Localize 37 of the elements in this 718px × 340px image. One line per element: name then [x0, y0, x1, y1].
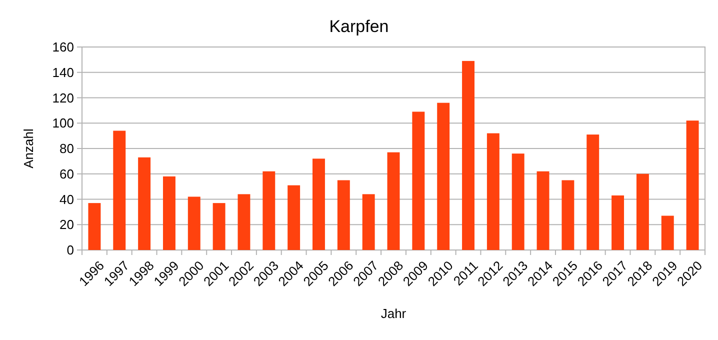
x-axis-title: Jahr — [380, 306, 407, 321]
bar — [412, 112, 425, 250]
bar — [212, 203, 226, 250]
bar — [612, 195, 624, 250]
bar — [288, 185, 300, 250]
bar — [486, 133, 500, 250]
bar — [536, 171, 550, 250]
chart-title: Karpfen — [329, 17, 389, 36]
y-tick-label: 120 — [52, 90, 74, 106]
bar — [138, 157, 151, 250]
y-tick-label: 0 — [66, 242, 74, 258]
bar — [362, 194, 375, 250]
bar — [88, 203, 101, 250]
bar — [238, 194, 250, 250]
y-tick-label: 40 — [60, 192, 74, 207]
y-tick-label: 100 — [52, 116, 74, 131]
bar — [562, 180, 574, 250]
bar — [437, 102, 450, 250]
bar — [462, 60, 474, 250]
bar — [337, 180, 350, 250]
y-tick-label: 160 — [52, 40, 74, 55]
bar — [188, 196, 200, 250]
bar — [113, 130, 126, 250]
bar — [312, 158, 325, 250]
y-tick-label: 60 — [60, 166, 74, 182]
y-tick-label: 140 — [52, 64, 74, 80]
bar — [686, 120, 699, 250]
bar — [636, 174, 649, 250]
bar — [661, 216, 674, 250]
bar — [586, 134, 600, 250]
y-tick-label: 20 — [60, 217, 74, 232]
bar — [512, 154, 524, 250]
y-tick-label: 80 — [60, 141, 74, 156]
bar — [262, 171, 276, 250]
y-axis-title: Anzahl — [21, 128, 36, 168]
bar — [387, 152, 400, 250]
bar — [162, 176, 176, 250]
